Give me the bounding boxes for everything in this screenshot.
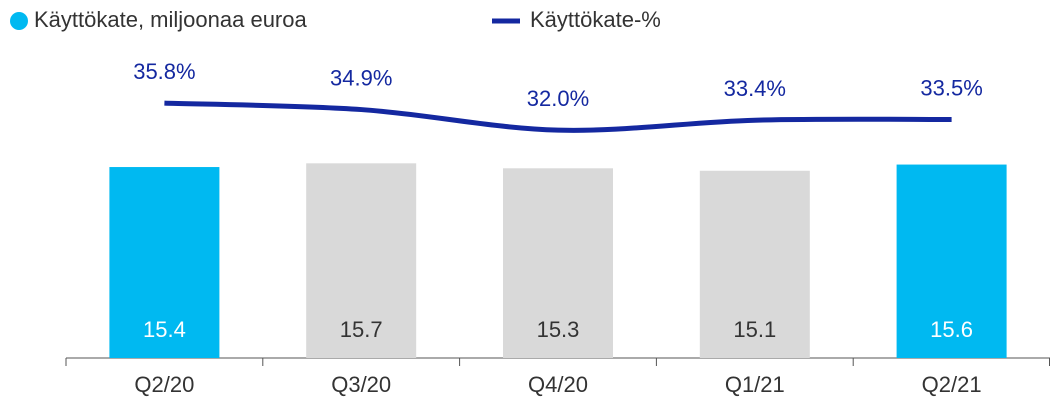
bar-value-label: 15.1 (733, 317, 776, 342)
bar (109, 167, 220, 358)
bar-value-label: 15.4 (143, 317, 186, 342)
bar-value-label: 15.3 (537, 317, 580, 342)
bar (896, 164, 1007, 358)
line-value-label: 34.9% (330, 65, 392, 90)
line-value-label: 35.8% (133, 59, 195, 84)
legend-label: Käyttökate, miljoonaa euroa (34, 7, 307, 32)
bar-value-label: 15.6 (930, 317, 973, 342)
x-tick-label: Q4/20 (528, 372, 588, 397)
x-tick-label: Q2/21 (922, 372, 982, 397)
line-value-label: 33.5% (920, 75, 982, 100)
bar (699, 170, 810, 358)
line-value-label: 33.4% (724, 76, 786, 101)
line (164, 100, 952, 133)
x-tick-label: Q1/21 (725, 372, 785, 397)
legend-marker (10, 12, 28, 30)
bar (306, 163, 417, 358)
line-value-label: 32.0% (527, 86, 589, 111)
legend-label: Käyttökate-% (530, 7, 661, 32)
x-tick-label: Q2/20 (134, 372, 194, 397)
bar (503, 168, 613, 358)
bar-value-label: 15.7 (340, 317, 383, 342)
x-tick-label: Q3/20 (331, 372, 391, 397)
